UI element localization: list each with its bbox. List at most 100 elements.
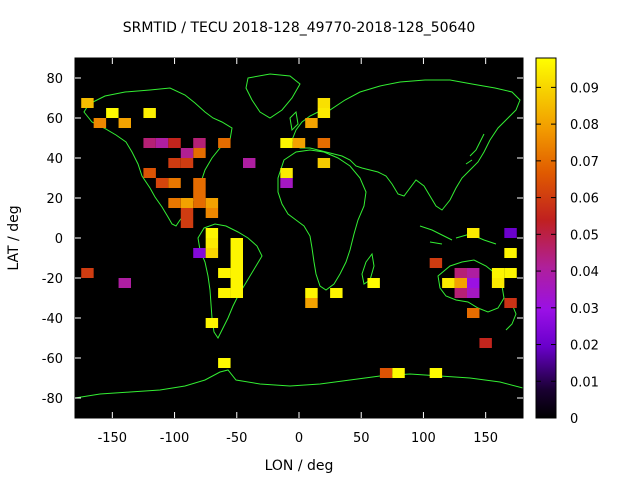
heatmap-cell	[143, 108, 156, 118]
heatmap-cell	[280, 168, 293, 178]
heatmap-cell	[504, 268, 517, 278]
heatmap-cell	[367, 278, 380, 288]
coastline-africa	[277, 149, 367, 291]
heatmap-cell	[479, 338, 492, 348]
heatmap-cell	[218, 138, 231, 148]
coastline-greenland	[245, 73, 301, 119]
heatmap-cell	[205, 198, 219, 208]
heatmap-cell	[292, 138, 306, 148]
colorbar-tick-label: 0.01	[570, 375, 599, 390]
heatmap-cell	[218, 358, 231, 368]
heatmap-cell	[230, 248, 243, 258]
coastline-japan	[465, 133, 485, 165]
heatmap-cell	[305, 288, 318, 298]
heatmap-cell	[193, 198, 206, 208]
heatmap-cell	[205, 318, 219, 328]
coastline-new-zealand	[505, 303, 517, 331]
heatmap-cell	[379, 368, 393, 378]
y-tick-label: 80	[46, 72, 63, 87]
heatmap-cell	[467, 288, 480, 298]
heatmap-cell	[193, 148, 206, 158]
heatmap-cell	[305, 298, 318, 308]
heatmap-cell	[467, 228, 480, 238]
heatmap-cell	[429, 368, 443, 378]
heatmap-cell	[491, 278, 505, 288]
heatmap-cell	[305, 118, 318, 128]
heatmap-cell	[429, 258, 443, 268]
heatmap-cell	[230, 278, 243, 288]
y-tick-label: -60	[42, 352, 63, 367]
x-tick-label: -100	[160, 431, 190, 446]
chart-title: SRMTID / TECU 2018-128_49770-2018-128_50…	[123, 20, 476, 36]
heatmap-cell	[280, 178, 293, 188]
y-tick-label: 60	[46, 112, 63, 127]
y-tick-label: -80	[42, 392, 63, 407]
heatmap-cell	[193, 138, 206, 148]
colorbar-tick-label: 0	[570, 412, 578, 427]
heatmap-cell	[230, 288, 243, 298]
heatmap-cell	[330, 288, 343, 298]
coastline-south-america	[197, 223, 263, 339]
heatmap-cell	[392, 368, 405, 378]
x-tick-label: -150	[98, 431, 128, 446]
heatmap-cell	[118, 118, 131, 128]
heatmap-cell	[218, 268, 231, 278]
heatmap-cell	[193, 178, 206, 188]
y-tick-label: 20	[46, 192, 63, 207]
heatmap-cell	[317, 98, 331, 108]
colorbar-ticks: 0 0.01 0.02 0.03 0.04 0.05 0.06 0.07 0.08 0.09	[536, 81, 599, 427]
coastline-uk	[289, 110, 299, 132]
heatmap-cell	[180, 198, 194, 208]
y-axis: -80 -60 -40 -20 0 20 40 60 80	[42, 72, 523, 407]
x-axis: -150 -100 -50 0 50 100 150	[98, 58, 498, 446]
heatmap-cell	[168, 158, 181, 168]
colorbar-tick-label: 0.06	[570, 192, 599, 207]
x-tick-label: 150	[473, 431, 498, 446]
heatmap-cell	[218, 288, 231, 298]
heatmap-cell	[143, 138, 156, 148]
heatmap-cell	[205, 238, 219, 248]
heatmap-cell	[243, 158, 256, 168]
heatmap-cell	[81, 268, 94, 278]
heatmap-cell	[504, 248, 517, 258]
x-tick-label: 50	[353, 431, 370, 446]
data-cells	[81, 98, 517, 378]
heatmap-cell	[205, 228, 219, 238]
x-tick-label: 100	[411, 431, 436, 446]
heatmap-cell	[106, 108, 119, 118]
coastline-australia	[437, 259, 505, 313]
heatmap-cell	[230, 238, 243, 248]
heatmap-cell	[454, 278, 467, 288]
heatmap-cell	[180, 208, 194, 218]
heatmap-cell	[230, 268, 243, 278]
heatmap-cell	[193, 248, 206, 258]
colorbar-tick-label: 0.04	[570, 265, 599, 280]
heatmap-cell	[193, 188, 206, 198]
heatmap-cell	[491, 268, 505, 278]
colorbar-tick-label: 0.08	[570, 118, 599, 133]
colorbar-tick-label: 0.07	[570, 155, 599, 170]
y-axis-label: LAT / deg	[6, 205, 22, 270]
y-tick-label: -40	[42, 312, 63, 327]
heatmap-cell	[155, 138, 169, 148]
heatmap-cell	[205, 208, 219, 218]
heatmap-cell	[155, 178, 169, 188]
heatmap-cell	[467, 308, 480, 318]
heatmap-cell	[454, 288, 467, 298]
heatmap-cell	[118, 278, 131, 288]
heatmap-cell	[180, 148, 194, 158]
plot-area	[75, 58, 523, 418]
heatmap-cell	[205, 248, 219, 258]
heatmap-cell	[180, 158, 194, 168]
heatmap-cell	[168, 198, 181, 208]
heatmap-cell	[93, 118, 107, 128]
heatmap-cell	[180, 218, 194, 228]
heatmap-cell	[504, 228, 517, 238]
colorbar-tick-label: 0.03	[570, 302, 599, 317]
heatmap-cell	[280, 138, 293, 148]
heatmap-cell	[317, 158, 331, 168]
heatmap-cell	[504, 298, 517, 308]
colorbar-tick-label: 0.05	[570, 228, 599, 243]
colorbar-tick-label: 0.09	[570, 81, 599, 96]
